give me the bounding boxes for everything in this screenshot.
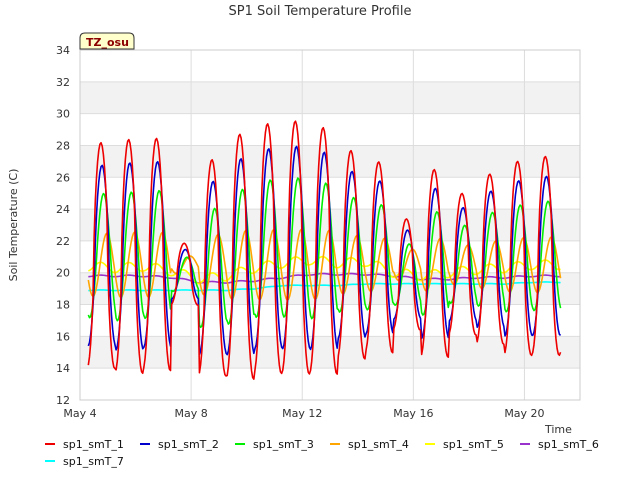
y-tick-label: 22: [56, 235, 70, 248]
legend-label: sp1_smT_1: [63, 438, 124, 451]
legend-item-sp1_smT_7: sp1_smT_7: [45, 455, 124, 468]
y-tick-label: 30: [56, 108, 70, 121]
plot-band: [80, 81, 580, 114]
legend-label: sp1_smT_2: [158, 438, 219, 451]
x-axis-title: Time: [544, 423, 572, 436]
station-badge: TZ_osu: [79, 32, 135, 50]
legend-label: sp1_smT_5: [443, 438, 504, 451]
y-tick-label: 12: [56, 394, 70, 407]
station-badge-label: TZ_osu: [86, 36, 129, 49]
legend-item-sp1_smT_3: sp1_smT_3: [235, 438, 314, 451]
legend-label: sp1_smT_6: [538, 438, 599, 451]
plot-band: [80, 336, 580, 369]
legend: sp1_smT_1 sp1_smT_2 sp1_smT_3 sp1_smT_4 sp1_…: [45, 438, 599, 468]
x-tick-label: May 4: [63, 407, 96, 420]
x-tick-label: May 12: [282, 407, 322, 420]
y-tick-label: 32: [56, 76, 70, 89]
legend-item-sp1_smT_4: sp1_smT_4: [330, 438, 409, 451]
y-axis-ticks: 12 14 16 18 20 22 24 26 28 30 32 34: [56, 44, 70, 407]
y-tick-label: 24: [56, 203, 70, 216]
y-tick-label: 28: [56, 139, 70, 152]
y-tick-label: 34: [56, 44, 70, 57]
plot-frame: [79, 49, 581, 401]
x-axis-ticks: May 4 May 8 May 12 May 16 May 20: [63, 407, 544, 420]
y-tick-label: 14: [56, 362, 70, 375]
legend-item-sp1_smT_2: sp1_smT_2: [140, 438, 219, 451]
y-tick-label: 20: [56, 267, 70, 280]
legend-label: sp1_smT_3: [253, 438, 314, 451]
y-tick-label: 26: [56, 171, 70, 184]
y-axis-title: Soil Temperature (C): [7, 169, 20, 282]
x-tick-label: May 16: [393, 407, 433, 420]
legend-item-sp1_smT_1: sp1_smT_1: [45, 438, 124, 451]
station-badge-box: [79, 32, 135, 50]
y-tick-label: 18: [56, 299, 70, 312]
x-tick-label: May 8: [174, 407, 207, 420]
x-tick-label: May 20: [504, 407, 544, 420]
legend-item-sp1_smT_5: sp1_smT_5: [425, 438, 504, 451]
legend-label: sp1_smT_7: [63, 455, 124, 468]
plot-band: [80, 145, 580, 178]
chart-title: SP1 Soil Temperature Profile: [229, 4, 412, 19]
series-line-sp1_smT_1: [87, 120, 562, 380]
legend-label: sp1_smT_4: [348, 438, 409, 451]
series-layer: [87, 120, 562, 380]
y-tick-label: 16: [56, 330, 70, 343]
legend-item-sp1_smT_6: sp1_smT_6: [520, 438, 599, 451]
